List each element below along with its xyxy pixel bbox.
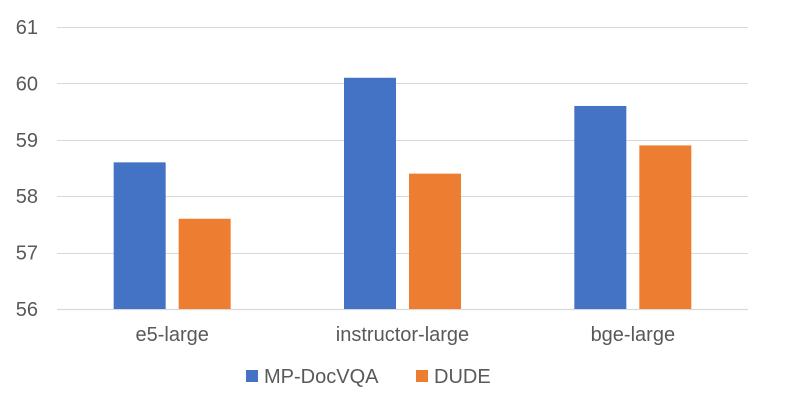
x-category-label: bge-large <box>591 324 676 346</box>
bar-mp-docvqa-bge-large <box>574 105 627 310</box>
legend: MP-DocVQA DUDE <box>246 366 491 388</box>
x-axis-category-labels: e5-large instructor-large bge-large <box>135 324 675 346</box>
legend-swatch-dude <box>416 370 428 382</box>
bar-dude-instructor-large <box>409 173 461 309</box>
y-tick-label: 59 <box>16 130 38 152</box>
bar-mp-docvqa-instructor-large <box>344 77 396 309</box>
legend-label: DUDE <box>434 366 491 388</box>
bars <box>113 77 692 310</box>
bar-dude-bge-large <box>639 145 692 309</box>
y-tick-label: 58 <box>16 186 38 208</box>
bar-mp-docvqa-e5-large <box>113 162 166 309</box>
y-tick-label: 57 <box>16 243 38 265</box>
bar-dude-e5-large <box>178 218 231 309</box>
legend-swatch-mp-docvqa <box>246 370 258 382</box>
y-axis-tick-labels: 56 57 58 59 60 61 <box>16 17 38 321</box>
x-category-label: e5-large <box>135 324 208 346</box>
gridlines <box>57 27 748 311</box>
y-tick-label: 56 <box>16 299 38 321</box>
y-tick-label: 60 <box>16 73 38 95</box>
x-category-label: instructor-large <box>336 324 469 346</box>
y-tick-label: 61 <box>16 17 38 39</box>
legend-label: MP-DocVQA <box>264 366 379 388</box>
